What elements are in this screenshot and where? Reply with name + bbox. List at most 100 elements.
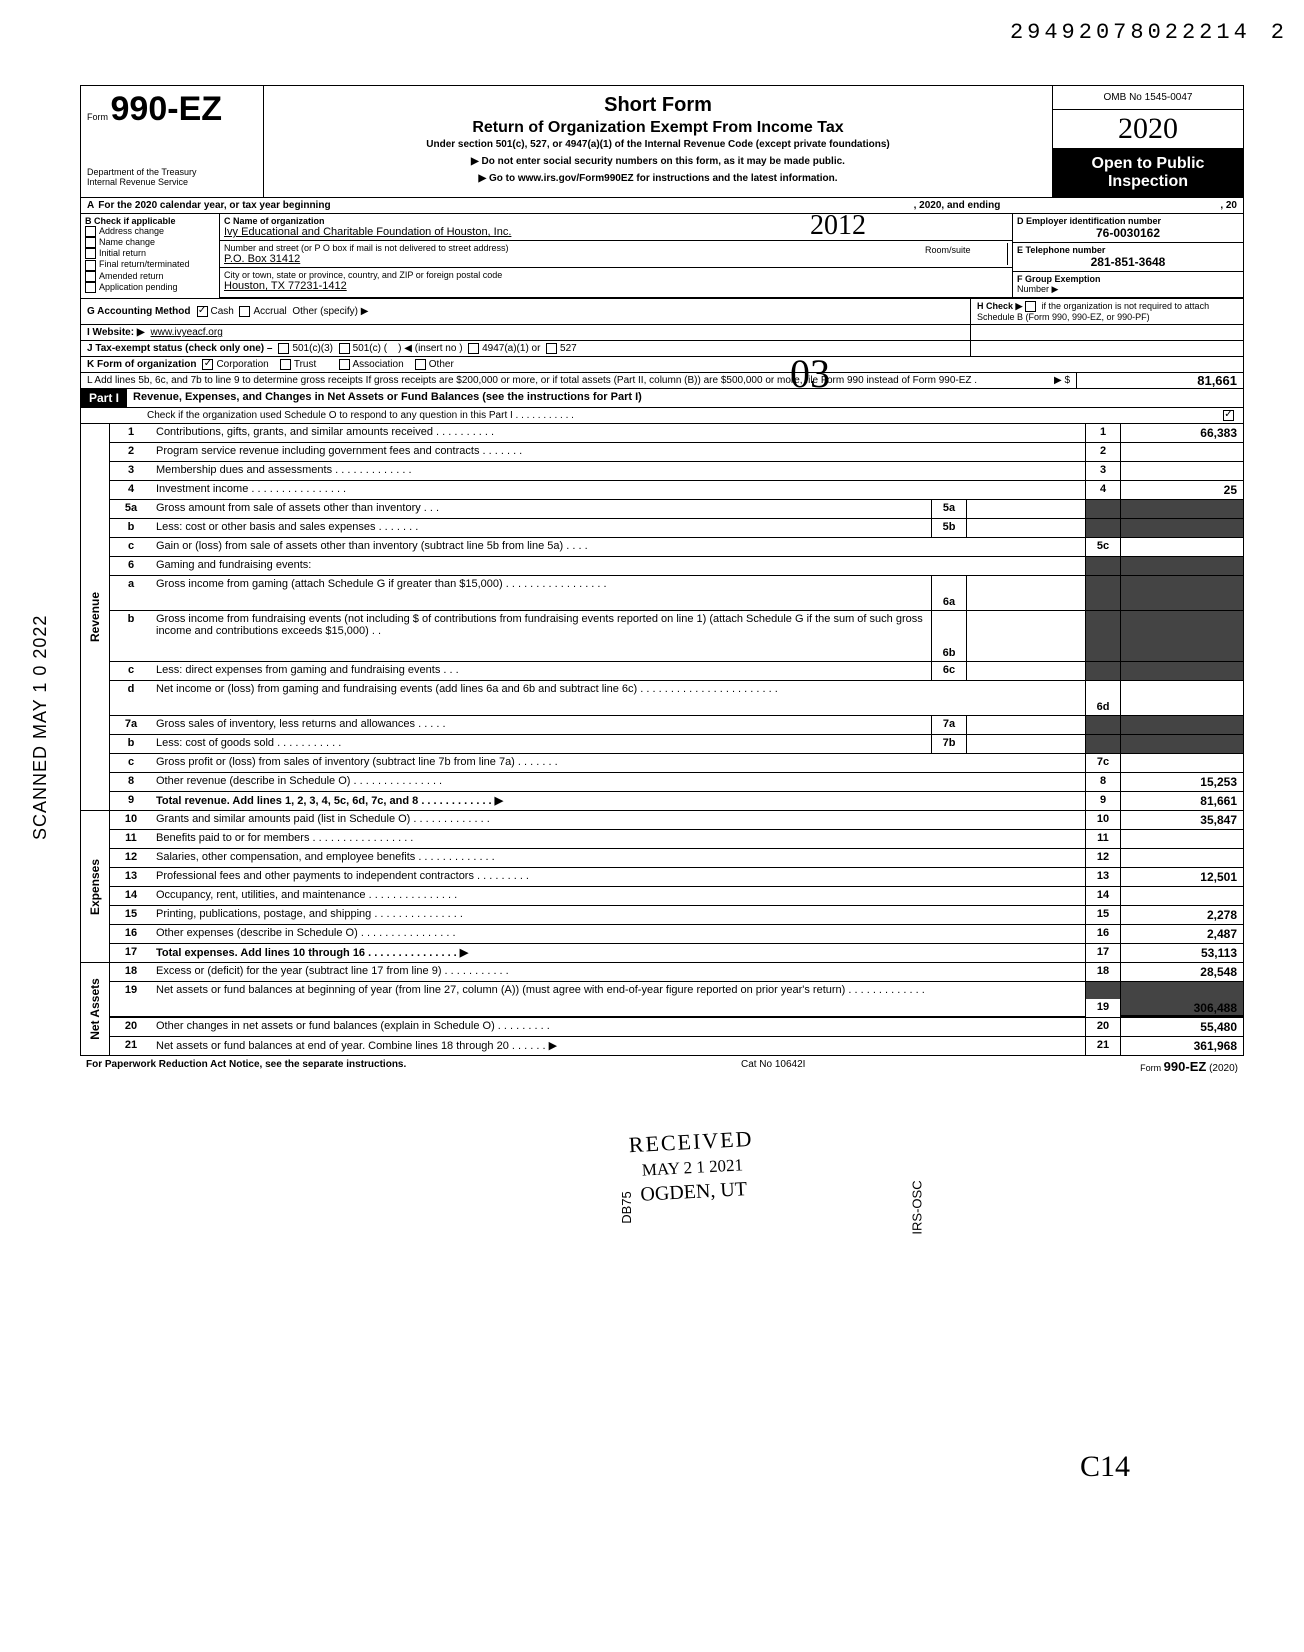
- line-12: Salaries, other compensation, and employ…: [152, 849, 1085, 867]
- line-10: Grants and similar amounts paid (list in…: [152, 811, 1085, 829]
- col-f-group: F Group Exemption Number ▶: [1013, 272, 1243, 297]
- org-name: Ivy Educational and Charitable Foundatio…: [224, 226, 1008, 238]
- line-6d: Net income or (loss) from gaming and fun…: [152, 681, 1085, 715]
- row-l-text: L Add lines 5b, 6c, and 7b to line 9 to …: [87, 375, 1030, 386]
- line-5b: Less: cost or other basis and sales expe…: [152, 519, 931, 537]
- chk-accrual[interactable]: [239, 306, 250, 317]
- chk-schedule-o[interactable]: [1223, 410, 1234, 421]
- title-short-form: Short Form: [270, 94, 1046, 117]
- line-8: Other revenue (describe in Schedule O) .…: [152, 773, 1085, 791]
- chk-527[interactable]: [546, 343, 557, 354]
- org-address: P.O. Box 31412: [224, 253, 923, 265]
- footer-mid: Cat No 10642I: [741, 1059, 806, 1074]
- line-10-val: 35,847: [1120, 811, 1243, 829]
- line-15: Printing, publications, postage, and shi…: [152, 906, 1085, 924]
- line-18: Excess or (deficit) for the year (subtra…: [152, 963, 1085, 981]
- row-h: H Check ▶ if the organization is not req…: [970, 299, 1243, 324]
- line-6: Gaming and fundraising events:: [152, 557, 1085, 575]
- chk-corp[interactable]: [202, 359, 213, 370]
- line-1-val: 66,383: [1120, 424, 1243, 442]
- tax-year: 2020: [1053, 110, 1243, 149]
- chk-other[interactable]: [415, 359, 426, 370]
- form-title-block: Short Form Return of Organization Exempt…: [264, 86, 1052, 197]
- omb-number: OMB No 1545-0047: [1053, 86, 1243, 110]
- line-9-val: 81,661: [1120, 792, 1243, 810]
- row-a-tax-year: A For the 2020 calendar year, or tax yea…: [81, 198, 1243, 214]
- org-city: Houston, TX 77231-1412: [224, 280, 1008, 292]
- line-4-val: 25: [1120, 481, 1243, 499]
- line-13-val: 12,501: [1120, 868, 1243, 886]
- line-7a: Gross sales of inventory, less returns a…: [152, 716, 931, 734]
- scanned-stamp: SCANNED MAY 1 0 2022: [30, 615, 51, 840]
- line-7b: Less: cost of goods sold . . . . . . . .…: [152, 735, 931, 753]
- line-19-val: 306,488: [1120, 999, 1243, 1017]
- line-13: Professional fees and other payments to …: [152, 868, 1085, 886]
- line-11: Benefits paid to or for members . . . . …: [152, 830, 1085, 848]
- line-8-val: 15,253: [1120, 773, 1243, 791]
- line-6a: Gross income from gaming (attach Schedul…: [152, 576, 931, 610]
- part-i-label: Part I: [81, 389, 127, 407]
- line-3: Membership dues and assessments . . . . …: [152, 462, 1085, 480]
- col-d-ein: D Employer identification number 76-0030…: [1013, 214, 1243, 243]
- line-5a: Gross amount from sale of assets other t…: [152, 500, 931, 518]
- chk-cash[interactable]: [197, 306, 208, 317]
- room-suite: Room/suite: [923, 243, 1008, 265]
- chk-amended[interactable]: [85, 271, 96, 282]
- line-18-val: 28,548: [1120, 963, 1243, 981]
- side-net-assets: Net Assets: [81, 963, 110, 1055]
- line-20-val: 55,480: [1120, 1018, 1243, 1036]
- side-revenue: Revenue: [81, 424, 110, 810]
- db75-stamp: DB75: [619, 1191, 634, 1224]
- line-17: Total expenses. Add lines 10 through 16 …: [152, 944, 1085, 962]
- title-return: Return of Organization Exempt From Incom…: [270, 119, 1046, 137]
- instruction-ssn: ▶ Do not enter social security numbers o…: [270, 156, 1046, 167]
- line-5c: Gain or (loss) from sale of assets other…: [152, 538, 1085, 556]
- row-j-label: J Tax-exempt status (check only one) –: [87, 343, 272, 354]
- col-b-checkboxes: B Check if applicable Address change Nam…: [81, 214, 220, 298]
- line-2: Program service revenue including govern…: [152, 443, 1085, 461]
- form-number: 990-EZ: [111, 90, 223, 128]
- line-21-val: 361,968: [1120, 1037, 1243, 1055]
- chk-initial-return[interactable]: [85, 248, 96, 259]
- col-e-phone: E Telephone number 281-851-3648: [1013, 243, 1243, 272]
- line-1: Contributions, gifts, grants, and simila…: [152, 424, 1085, 442]
- line-16-val: 2,487: [1120, 925, 1243, 943]
- chk-4947[interactable]: [468, 343, 479, 354]
- handwritten-03: 03: [790, 350, 830, 397]
- chk-final-return[interactable]: [85, 260, 96, 271]
- top-right-block: OMB No 1545-0047 2020 Open to PublicInsp…: [1052, 86, 1243, 197]
- line-9: Total revenue. Add lines 1, 2, 3, 4, 5c,…: [152, 792, 1085, 810]
- website-value: www.ivyeacf.org: [151, 327, 223, 338]
- chk-app-pending[interactable]: [85, 282, 96, 293]
- subtitle: Under section 501(c), 527, or 4947(a)(1)…: [270, 139, 1046, 150]
- dept-treasury: Department of the Treasury: [87, 167, 257, 177]
- page-stamp: 294920780222142: [20, 20, 1284, 45]
- irs-osc-stamp: IRS-OSC: [910, 1180, 925, 1234]
- row-l-value: 81,661: [1076, 373, 1243, 388]
- received-stamp: RECEIVED MAY 2 1 2021 OGDEN, UT: [628, 1125, 757, 1208]
- ein-value: 76-0030162: [1017, 226, 1239, 240]
- chk-501c[interactable]: [339, 343, 350, 354]
- row-k-label: K Form of organization: [87, 359, 196, 370]
- chk-sched-b[interactable]: [1025, 301, 1036, 312]
- side-expenses: Expenses: [81, 811, 110, 962]
- chk-name-change[interactable]: [85, 237, 96, 248]
- line-21: Net assets or fund balances at end of ye…: [152, 1037, 1085, 1055]
- col-c-org: C Name of organization Ivy Educational a…: [220, 214, 1013, 297]
- phone-value: 281-851-3648: [1017, 255, 1239, 269]
- chk-address-change[interactable]: [85, 226, 96, 237]
- line-17-val: 53,113: [1120, 944, 1243, 962]
- chk-trust[interactable]: [280, 359, 291, 370]
- irs-label: Internal Revenue Service: [87, 177, 257, 187]
- instruction-url: ▶ Go to www.irs.gov/Form990EZ for instru…: [270, 173, 1046, 184]
- row-g-label: G Accounting Method: [87, 306, 191, 317]
- line-6c: Less: direct expenses from gaming and fu…: [152, 662, 931, 680]
- handwritten-2012: 2012: [810, 210, 866, 242]
- form-990ez: Form 990-EZ Department of the Treasury I…: [80, 85, 1244, 1056]
- chk-assoc[interactable]: [339, 359, 350, 370]
- footer-right: Form 990-EZ (2020): [1140, 1059, 1238, 1074]
- line-7c: Gross profit or (loss) from sales of inv…: [152, 754, 1085, 772]
- line-20: Other changes in net assets or fund bala…: [152, 1018, 1085, 1036]
- form-id-block: Form 990-EZ Department of the Treasury I…: [81, 86, 264, 197]
- chk-501c3[interactable]: [278, 343, 289, 354]
